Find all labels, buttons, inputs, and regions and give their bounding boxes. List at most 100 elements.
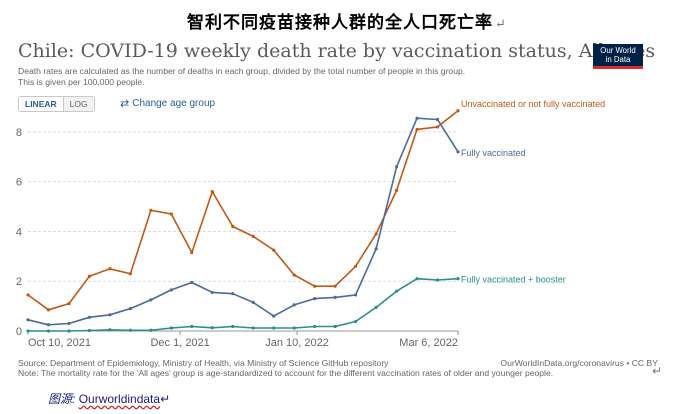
- data-point: [128, 307, 132, 311]
- data-point: [128, 272, 132, 276]
- data-point: [415, 116, 419, 120]
- data-point: [313, 324, 317, 329]
- data-point: [354, 319, 358, 324]
- data-point: [251, 326, 255, 330]
- data-point: [169, 212, 173, 216]
- data-point: [190, 324, 194, 329]
- data-point: [415, 127, 419, 132]
- data-point: [251, 234, 255, 239]
- data-point: [46, 329, 51, 333]
- series-line-2: [28, 277, 459, 332]
- data-point: [292, 273, 296, 277]
- data-point: [435, 117, 440, 122]
- data-point: [374, 305, 378, 309]
- data-point: [108, 313, 112, 317]
- image-caption: 图源: Ourworldindata↵: [48, 390, 170, 407]
- source-note: Source: Department of Epidemiology, Mini…: [18, 358, 389, 368]
- document-heading-text: 智利不同疫苗接种人群的全人口死亡率: [187, 13, 494, 33]
- y-tick-label: 8: [16, 127, 22, 139]
- data-point: [87, 315, 92, 319]
- chart-subtitle: Death rates are calculated as the number…: [18, 66, 578, 88]
- change-age-group-label: Change age group: [132, 98, 216, 109]
- data-point: [190, 251, 194, 255]
- data-point: [374, 232, 378, 236]
- x-tick-label: Oct 10, 2021: [28, 337, 91, 349]
- chart-subtitle-line-1: Death rates are calculated as the number…: [18, 66, 466, 76]
- data-point: [210, 190, 214, 194]
- x-axis: Oct 10, 2021 Dec 1, 2021 Jan 10, 2022 Mar 6…: [27, 331, 459, 349]
- data-point: [169, 326, 173, 330]
- series-label: Unvaccinated or not fully vaccinated: [461, 99, 605, 109]
- swap-arrows-icon: ⇄: [120, 98, 130, 110]
- data-point: [456, 150, 460, 154]
- data-point: [231, 324, 235, 329]
- y-tick-label: 6: [16, 177, 22, 189]
- x-tick-label: Jan 10, 2022: [265, 337, 329, 349]
- paragraph-mark: ↵: [495, 17, 507, 32]
- chart-title: Chile: COVID-19 weekly death rate by vac…: [18, 40, 656, 62]
- data-point: [46, 308, 51, 312]
- data-point: [210, 290, 214, 295]
- series-line-1: [27, 117, 459, 326]
- data-point: [231, 224, 235, 229]
- caption-paragraph-mark: ↵: [160, 392, 171, 406]
- chart-subtitle-line-2: This is given per 100,000 people.: [18, 77, 145, 87]
- data-point: [313, 297, 317, 301]
- data-point: [149, 298, 153, 302]
- owid-url[interactable]: OurWorldInData.org/coronavirus • CC BY: [500, 358, 658, 368]
- series-label: Fully vaccinated + booster: [461, 275, 566, 285]
- series-label: Fully vaccinated: [461, 148, 526, 158]
- data-point: [374, 247, 378, 251]
- data-point: [87, 274, 92, 278]
- data-point: [272, 248, 276, 252]
- data-point: [435, 125, 440, 129]
- data-point: [67, 321, 71, 326]
- x-tick-label: Dec 1, 2021: [150, 337, 209, 349]
- data-point: [354, 264, 358, 268]
- linear-scale-button[interactable]: LINEAR: [19, 97, 64, 111]
- y-tick-label: 0: [16, 326, 22, 338]
- data-point: [272, 314, 276, 318]
- log-scale-button[interactable]: LOG: [63, 97, 94, 111]
- methodology-note: Note: The mortality rate for the 'All ag…: [18, 368, 554, 378]
- data-point: [210, 326, 214, 330]
- data-point: [333, 295, 337, 300]
- caption-source-link[interactable]: Ourworldindata: [78, 392, 161, 406]
- change-age-group-link[interactable]: ⇄ Change age group: [120, 97, 215, 110]
- data-point: [169, 288, 173, 292]
- data-point: [190, 280, 194, 285]
- data-point: [272, 326, 276, 330]
- series-line-0: [27, 110, 459, 311]
- series-labels: Unvaccinated or not fully vaccinated Full…: [461, 99, 605, 285]
- data-point: [108, 267, 112, 271]
- data-point: [435, 278, 440, 282]
- data-point: [394, 188, 399, 192]
- y-tick-label: 4: [16, 226, 22, 238]
- data-point: [108, 328, 112, 332]
- y-tick-label: 2: [16, 276, 22, 288]
- data-point: [313, 284, 317, 288]
- data-point: [292, 326, 296, 330]
- data-point: [149, 328, 153, 332]
- y-axis-ticks: 0 2 4 6 8: [16, 127, 22, 338]
- chart-footer: Source: Department of Epidemiology, Mini…: [18, 358, 658, 378]
- data-point: [231, 292, 235, 296]
- data-point: [67, 302, 71, 306]
- data-point: [394, 165, 399, 169]
- document-heading: 智利不同疫苗接种人群的全人口死亡率 ↵: [0, 8, 694, 33]
- x-tick-label: Mar 6, 2022: [399, 337, 458, 349]
- caption-label: 图源:: [48, 392, 76, 406]
- data-point: [67, 329, 71, 333]
- data-point: [251, 300, 255, 304]
- data-point: [394, 289, 399, 293]
- data-point: [415, 277, 419, 281]
- data-point: [26, 329, 30, 333]
- data-point: [292, 303, 296, 307]
- data-point: [87, 328, 92, 333]
- data-point: [26, 293, 30, 297]
- our-world-in-data-logo[interactable]: Our World in Data: [593, 44, 643, 69]
- series-lines: [26, 109, 460, 333]
- data-point: [149, 208, 153, 212]
- data-point: [354, 293, 358, 297]
- data-point: [333, 324, 337, 329]
